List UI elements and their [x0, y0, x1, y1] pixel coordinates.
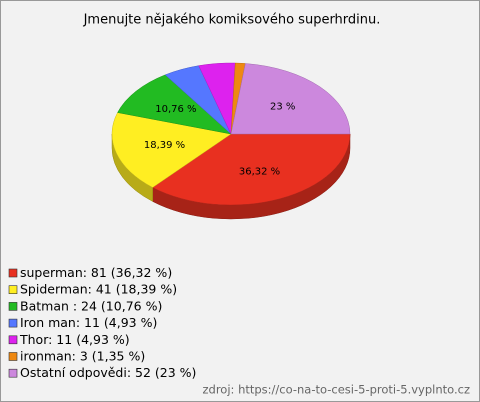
legend-swatch	[8, 285, 18, 295]
slice	[111, 112, 232, 188]
data-label: 36,32 %	[239, 166, 280, 177]
legend-label: superman: 81 (36,32 %)	[20, 265, 172, 280]
legend-label: ironman: 3 (1,35 %)	[20, 349, 145, 364]
legend-label: Ostatní odpovědi: 52 (23 %)	[20, 365, 196, 380]
legend-label: Batman : 24 (10,76 %)	[20, 298, 162, 313]
legend-label: Spiderman: 41 (18,39 %)	[20, 282, 177, 297]
legend-swatch	[8, 352, 18, 361]
data-label: 10,76 %	[155, 104, 196, 115]
legend-swatch	[8, 318, 18, 328]
legend-label: Thor: 11 (4,93 %)	[19, 332, 130, 347]
data-label: 18,39 %	[144, 140, 185, 151]
legend-swatch	[8, 268, 18, 278]
slice	[152, 133, 351, 206]
slice	[230, 63, 351, 135]
slice	[117, 74, 232, 135]
legend-swatch	[8, 335, 18, 345]
source: zdroj: https://co-na-to-cesi-5-proti-5.v…	[203, 383, 471, 397]
data-label: 23 %	[270, 102, 295, 113]
chart-title: Jmenujte nějakého komiksového superhrdin…	[83, 13, 381, 28]
legend-swatch	[8, 302, 18, 311]
legend-swatch	[8, 368, 18, 378]
legend-label: Iron man: 11 (4,93 %)	[20, 315, 157, 330]
